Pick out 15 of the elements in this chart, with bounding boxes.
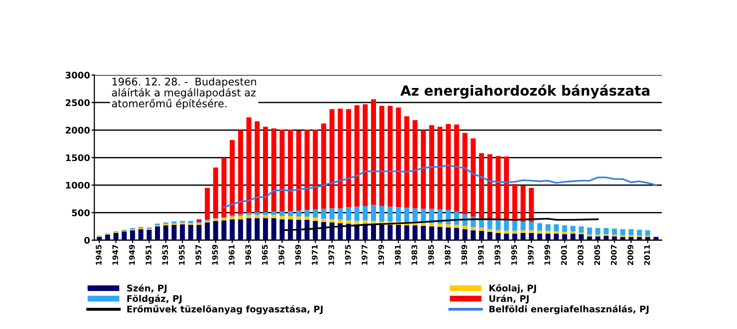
y-tick-label: 3000 [66, 72, 90, 79]
legend-label: Szén, PJ [127, 284, 166, 294]
annotation: 1966. 12. 28. - Budapesten aláírták a megállapodást az atomerőmű építésére. [112, 77, 256, 110]
y-tick-label: 2500 [66, 99, 90, 106]
legend-label: Földgáz, PJ [127, 294, 182, 304]
y-tick-label: 1000 [66, 182, 90, 189]
y-tick-label: 0 [84, 236, 90, 244]
legend-label: Belföldi energiafelhasználás, PJ [489, 305, 649, 314]
text: Az energiahordozók bányászata [400, 84, 650, 99]
y-tick-label: 1500 [66, 154, 90, 162]
y-tick-label: 500 [72, 209, 90, 216]
y-tick-label: 2000 [66, 126, 90, 134]
legend-label: Erőművek tüzelőanyag fogyasztása, PJ [127, 305, 323, 314]
legend-label: Urán, PJ [489, 294, 529, 304]
legend-label: Kőolaj, PJ [489, 284, 536, 294]
